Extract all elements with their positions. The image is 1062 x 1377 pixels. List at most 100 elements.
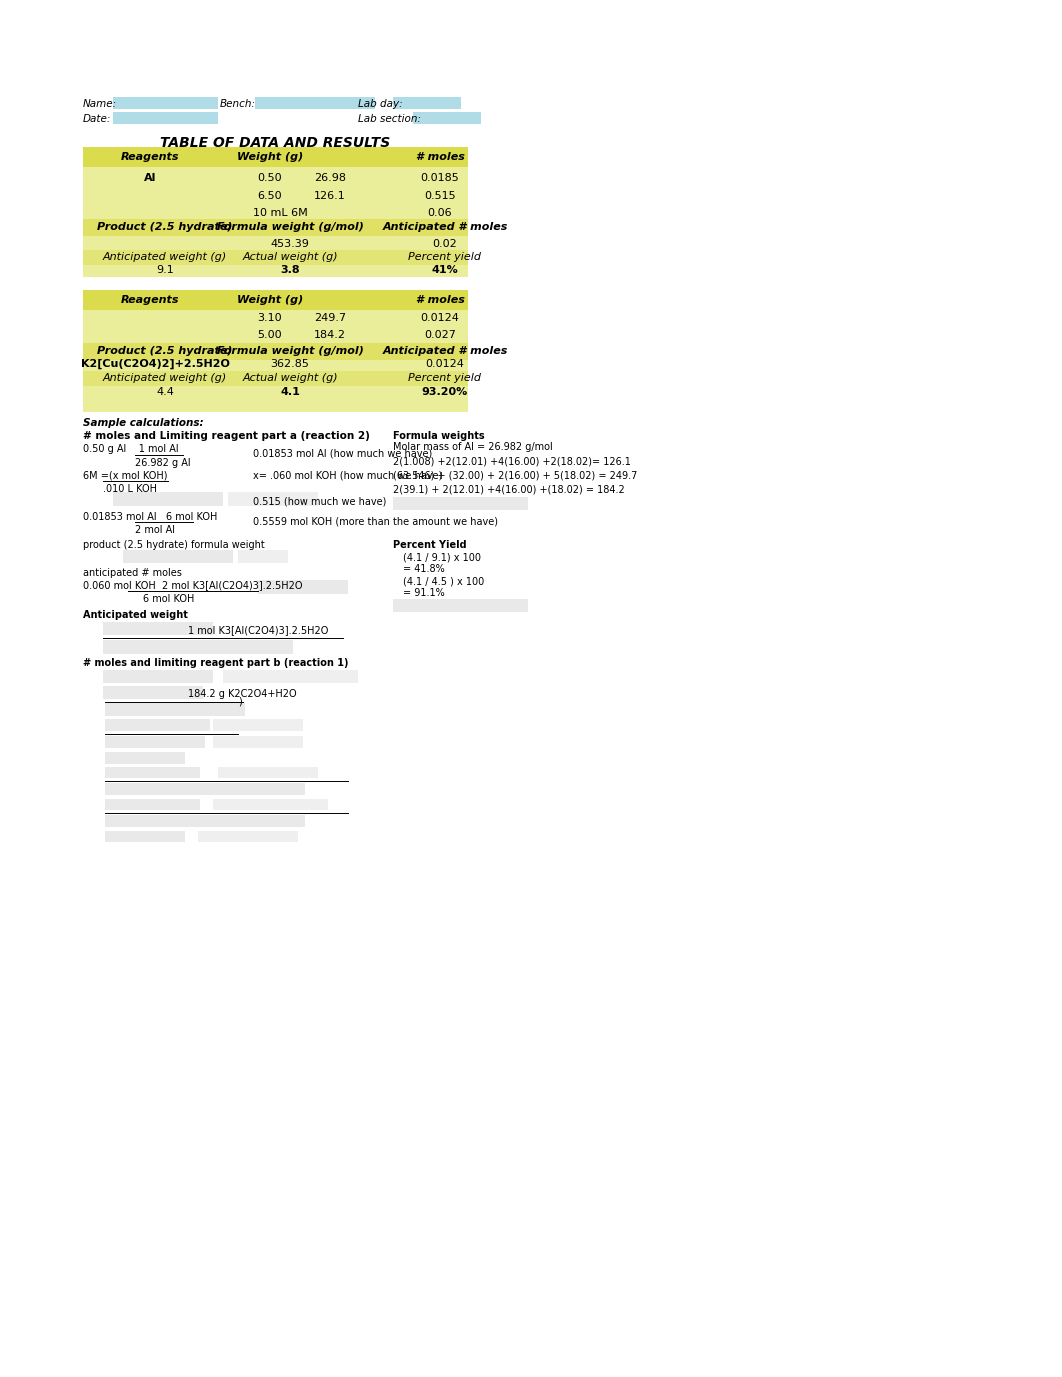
Text: 126.1: 126.1 (314, 191, 346, 201)
Bar (103, 622, 213, 635)
Text: 0.0124: 0.0124 (421, 313, 460, 324)
Bar (83, 343, 468, 359)
Text: 0.5559 mol KOH (more than the amount we have): 0.5559 mol KOH (more than the amount we … (253, 516, 498, 527)
Text: K2[Cu(C2O4)2]+2.5H2O: K2[Cu(C2O4)2]+2.5H2O (81, 359, 229, 369)
Bar (228, 492, 318, 505)
Text: Anticipated # moles: Anticipated # moles (382, 346, 508, 357)
Text: Anticipated weight (g): Anticipated weight (g) (103, 252, 227, 262)
Bar (105, 784, 305, 795)
Bar (105, 735, 205, 748)
Text: # moles: # moles (415, 295, 464, 304)
Text: ): ) (238, 697, 242, 706)
Bar (113, 492, 223, 505)
Bar (255, 96, 375, 109)
Bar (105, 752, 185, 764)
Text: Formula weight (g/mol): Formula weight (g/mol) (217, 222, 363, 231)
Text: Percent yield: Percent yield (409, 252, 481, 262)
Text: Anticipated # moles: Anticipated # moles (382, 222, 508, 231)
Bar (198, 830, 298, 841)
Text: 0.01853 mol Al   6 mol KOH: 0.01853 mol Al 6 mol KOH (83, 512, 218, 522)
Text: # moles: # moles (415, 151, 464, 162)
Bar (83, 251, 468, 264)
Text: 26.982 g Al: 26.982 g Al (135, 459, 190, 468)
Text: 453.39: 453.39 (271, 240, 309, 249)
Text: 2 mol Al: 2 mol Al (135, 525, 175, 536)
Text: product (2.5 hydrate) formula weight: product (2.5 hydrate) formula weight (83, 540, 264, 549)
Text: Weight (g): Weight (g) (237, 151, 303, 162)
Text: 0.06: 0.06 (428, 208, 452, 218)
Bar (83, 291, 468, 412)
Text: 249.7: 249.7 (314, 313, 346, 324)
Bar (238, 549, 288, 563)
Bar (113, 112, 218, 124)
Text: Formula weights: Formula weights (393, 431, 484, 441)
Text: 0.01853 mol Al (how much we have): 0.01853 mol Al (how much we have) (253, 449, 432, 459)
Text: = 91.1%: = 91.1% (402, 588, 445, 598)
Text: 0.027: 0.027 (424, 330, 456, 340)
Text: 0.50 g Al    1 mol Al: 0.50 g Al 1 mol Al (83, 443, 178, 454)
Text: Anticipated weight (g): Anticipated weight (g) (103, 373, 227, 383)
Text: (4.1 / 9.1) x 100: (4.1 / 9.1) x 100 (402, 554, 481, 563)
Bar (393, 96, 461, 109)
Text: Date:: Date: (83, 114, 112, 124)
Text: Product (2.5 hydrate): Product (2.5 hydrate) (98, 222, 233, 231)
Text: Anticipated weight: Anticipated weight (83, 610, 188, 620)
Text: # moles and limiting reagent part b (reaction 1): # moles and limiting reagent part b (rea… (83, 658, 348, 668)
Text: 2(1.008) +2(12.01) +4(16.00) +2(18.02)= 126.1: 2(1.008) +2(12.01) +4(16.00) +2(18.02)= … (393, 457, 631, 467)
Bar (103, 686, 203, 700)
Text: 6M =(x mol KOH): 6M =(x mol KOH) (83, 471, 168, 481)
Text: 6.50: 6.50 (258, 191, 282, 201)
Text: 4.4: 4.4 (156, 387, 174, 397)
Text: TABLE OF DATA AND RESULTS: TABLE OF DATA AND RESULTS (160, 136, 390, 150)
Text: x= .060 mol KOH (how much we have): x= .060 mol KOH (how much we have) (253, 471, 442, 481)
Text: Actual weight (g): Actual weight (g) (242, 252, 338, 262)
Text: Actual weight (g): Actual weight (g) (242, 373, 338, 383)
Text: Product (2.5 hydrate): Product (2.5 hydrate) (98, 346, 233, 357)
Text: Al: Al (143, 174, 156, 183)
Text: Percent yield: Percent yield (409, 373, 481, 383)
Text: 0.0124: 0.0124 (426, 359, 464, 369)
Text: .010 L KOH: .010 L KOH (103, 483, 157, 494)
Bar (393, 497, 528, 509)
Bar (105, 719, 210, 731)
Text: Weight (g): Weight (g) (237, 295, 303, 304)
Bar (123, 549, 233, 563)
Text: 10 mL 6M: 10 mL 6M (253, 208, 307, 218)
Bar (105, 799, 200, 810)
Text: # moles and Limiting reagent part a (reaction 2): # moles and Limiting reagent part a (rea… (83, 431, 370, 441)
Text: 3.8: 3.8 (280, 264, 299, 275)
Bar (113, 96, 218, 109)
Text: (63.546) + (32.00) + 2(16.00) + 5(18.02) = 249.7: (63.546) + (32.00) + 2(16.00) + 5(18.02)… (393, 471, 637, 481)
Text: = 41.8%: = 41.8% (402, 565, 445, 574)
Text: Percent Yield: Percent Yield (393, 540, 466, 549)
Bar (258, 580, 348, 593)
Text: 4.1: 4.1 (280, 387, 299, 397)
Text: Lab section:: Lab section: (358, 114, 421, 124)
Text: 26.98: 26.98 (314, 174, 346, 183)
Bar (83, 219, 468, 235)
Text: Molar mass of Al = 26.982 g/mol: Molar mass of Al = 26.982 g/mol (393, 442, 552, 452)
Text: 41%: 41% (431, 264, 459, 275)
Text: 3.10: 3.10 (258, 313, 282, 324)
Text: Formula weight (g/mol): Formula weight (g/mol) (217, 346, 363, 357)
Text: anticipated # moles: anticipated # moles (83, 567, 182, 578)
Bar (218, 767, 318, 778)
Bar (223, 671, 358, 683)
Bar (103, 640, 293, 654)
Bar (83, 370, 468, 386)
Text: 0.0185: 0.0185 (421, 174, 460, 183)
Text: 0.515 (how much we have): 0.515 (how much we have) (253, 497, 387, 507)
Bar (213, 799, 328, 810)
Text: (4.1 / 4.5 ) x 100: (4.1 / 4.5 ) x 100 (402, 577, 484, 587)
Text: 362.85: 362.85 (271, 359, 309, 369)
Text: 0.50: 0.50 (258, 174, 282, 183)
Text: 6 mol KOH: 6 mol KOH (143, 593, 194, 605)
Bar (83, 147, 468, 167)
Text: 93.20%: 93.20% (422, 387, 468, 397)
Text: 0.02: 0.02 (432, 240, 458, 249)
Text: Bench:: Bench: (220, 99, 256, 109)
Bar (105, 815, 305, 828)
Bar (105, 830, 185, 841)
Text: Reagents: Reagents (121, 151, 179, 162)
Bar (83, 147, 468, 277)
